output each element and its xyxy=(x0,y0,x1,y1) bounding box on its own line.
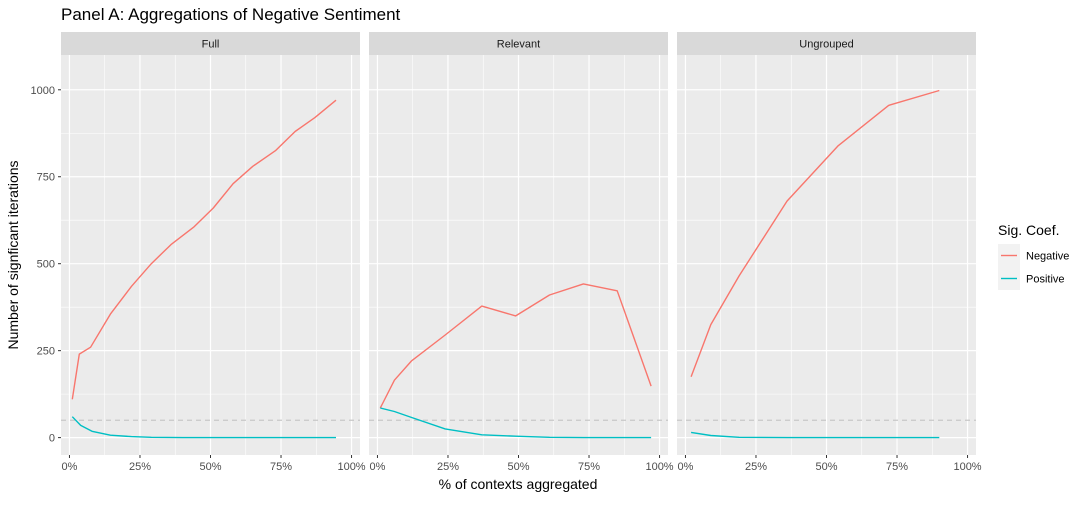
y-axis: 0 250 500 750 1000 xyxy=(31,85,61,445)
y-tick-label: 0 xyxy=(49,433,55,445)
x-tick-label: 25% xyxy=(437,461,459,473)
x-tick-label: 100% xyxy=(645,461,673,473)
series-line-positive xyxy=(690,431,940,439)
series-line-negative xyxy=(379,283,652,409)
x-tick-label: 0% xyxy=(62,461,78,473)
facet-strip-label: Relevant xyxy=(497,39,540,51)
series-line-negative xyxy=(71,99,337,400)
x-tick-label: 25% xyxy=(129,461,151,473)
gridlines xyxy=(677,55,976,455)
y-axis-title: Number of signficant iterations xyxy=(5,160,21,349)
facet-strip xyxy=(369,32,668,55)
facet-panel-full: Full 0% 25% 50% 75% 100% xyxy=(61,32,366,473)
x-tick-label: 75% xyxy=(578,461,600,473)
x-tick-label: 75% xyxy=(886,461,908,473)
legend: Sig. Coef. Negative Positive xyxy=(998,222,1069,290)
x-tick-label: 50% xyxy=(507,461,529,473)
series-line-negative xyxy=(690,89,940,377)
facet-strip xyxy=(61,32,360,55)
x-axis: 0% 25% 50% 75% 100% xyxy=(62,455,366,473)
legend-label-positive: Positive xyxy=(1026,274,1065,286)
y-tick-label: 250 xyxy=(37,346,55,358)
legend-label-negative: Negative xyxy=(1026,251,1069,263)
x-axis: 0% 25% 50% 75% 100% xyxy=(370,455,674,473)
x-tick-label: 100% xyxy=(953,461,981,473)
series-line-positive xyxy=(380,407,652,439)
y-tick-label: 1000 xyxy=(31,85,55,97)
facet-strip xyxy=(677,32,976,55)
series-line-positive xyxy=(71,416,336,439)
x-axis: 0% 25% 50% 75% 100% xyxy=(678,455,982,473)
facet-strip-label: Ungrouped xyxy=(799,39,853,51)
x-tick-label: 100% xyxy=(337,461,365,473)
x-tick-label: 0% xyxy=(678,461,694,473)
facet-strip-label: Full xyxy=(202,39,220,51)
facet-panels: Full 0% 25% 50% 75% 100% Relevant 0% 25% 50% 75% 10… xyxy=(61,32,982,473)
y-tick-label: 750 xyxy=(37,172,55,184)
facet-panel-relevant: Relevant 0% 25% 50% 75% 100% xyxy=(369,32,674,473)
x-tick-label: 0% xyxy=(370,461,386,473)
legend-title: Sig. Coef. xyxy=(998,222,1059,238)
x-tick-label: 25% xyxy=(745,461,767,473)
chart-title: Panel A: Aggregations of Negative Sentim… xyxy=(61,5,401,24)
facet-panel-ungrouped: Ungrouped 0% 25% 50% 75% 100% xyxy=(677,32,982,473)
gridlines xyxy=(369,55,668,455)
x-axis-title: % of contexts aggregated xyxy=(439,476,598,492)
y-tick-label: 500 xyxy=(37,259,55,271)
x-tick-label: 50% xyxy=(199,461,221,473)
x-tick-label: 75% xyxy=(270,461,292,473)
x-tick-label: 50% xyxy=(815,461,837,473)
